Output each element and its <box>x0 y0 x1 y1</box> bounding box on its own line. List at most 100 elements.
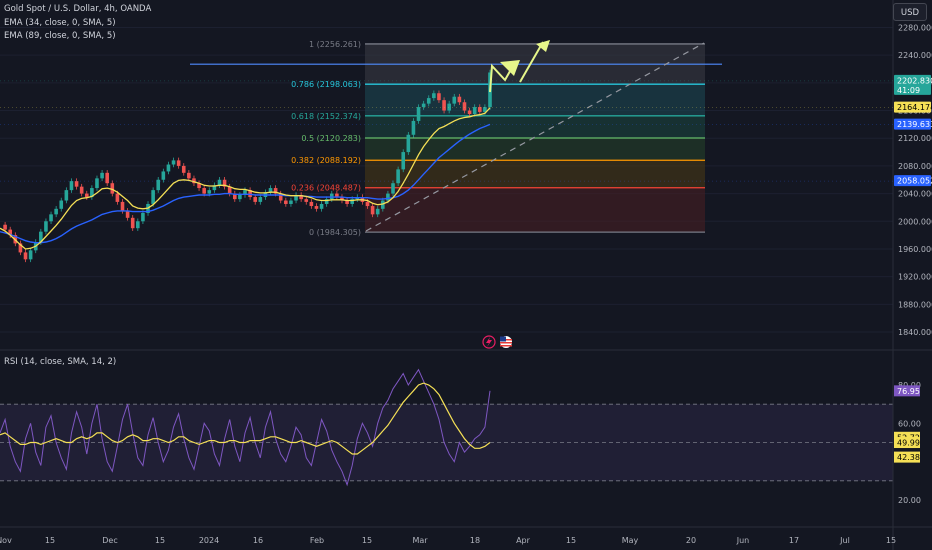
time-tick-label: 15 <box>362 536 372 545</box>
time-tick-label: Dec <box>102 536 117 545</box>
candle-body <box>64 190 69 201</box>
candle-body <box>340 197 344 201</box>
fib-zone <box>365 187 705 233</box>
candle-body <box>386 193 390 201</box>
candle-body <box>227 186 232 194</box>
time-tick-label: 15 <box>566 536 576 545</box>
candle-body <box>391 183 395 194</box>
candle-body <box>130 217 135 229</box>
candle-body <box>171 160 176 165</box>
price-tick-label: 2280.000 <box>898 24 932 33</box>
candle-body <box>401 152 406 170</box>
candle-body <box>304 199 309 202</box>
candle-body <box>28 250 33 260</box>
candle-body <box>411 120 416 135</box>
candle-body <box>100 172 104 179</box>
candle-body <box>416 107 421 121</box>
candle-body <box>166 164 171 172</box>
candle-body <box>477 107 482 112</box>
currency-button[interactable]: USD <box>893 3 927 21</box>
candle-body <box>217 179 222 186</box>
candle-body <box>156 179 161 191</box>
time-tick-label: May <box>622 536 639 545</box>
candle-body <box>136 221 140 229</box>
fib-level-label: 0.236 (2048.487) <box>291 184 361 193</box>
price-label-value: 2058.052 <box>897 177 932 186</box>
price-series <box>0 69 492 263</box>
candle-body <box>432 93 436 99</box>
time-tick-label: Mar <box>412 536 428 545</box>
candle-body <box>370 206 375 215</box>
fib-zone <box>365 160 705 188</box>
fib-level-label: 1 (2256.261) <box>309 40 361 49</box>
price-tick-label: 2040.000 <box>898 190 932 199</box>
time-tick-label: 2024 <box>199 536 219 545</box>
price-label-box <box>894 175 931 187</box>
candle-body <box>345 200 349 204</box>
candle-body <box>125 210 130 218</box>
candle-body <box>452 96 457 104</box>
time-tick-label: 16 <box>253 536 263 545</box>
time-tick-label: 15 <box>45 536 55 545</box>
candle-body <box>44 221 48 232</box>
time-tick-label: 15 <box>886 536 896 545</box>
rsi-label-box <box>894 385 920 397</box>
lightning-icon[interactable] <box>482 335 496 349</box>
candle-body <box>181 165 186 173</box>
candle-body <box>472 107 477 115</box>
fib-zone <box>365 138 705 161</box>
projection-arrow[interactable] <box>489 40 550 93</box>
ema34-legend[interactable]: EMA (34, close, 0, SMA, 5) <box>4 18 116 28</box>
projection-arrow-path <box>489 63 515 93</box>
us-flag-icon[interactable] <box>500 336 512 348</box>
ema89-legend[interactable]: EMA (89, close, 0, SMA, 5) <box>4 31 116 41</box>
fib-level-label: 0.5 (2120.283) <box>301 134 361 143</box>
candle-body <box>59 200 64 209</box>
candle-body <box>207 190 212 194</box>
price-label-countdown: 41:09 <box>897 86 920 95</box>
time-tick-label: 20 <box>686 536 696 545</box>
rsi-legend[interactable]: RSI (14, close, SMA, 14, 2) <box>4 357 117 367</box>
candle-body <box>406 134 411 153</box>
candle-body <box>483 107 487 112</box>
candle-body <box>74 181 79 187</box>
event-icons[interactable] <box>482 335 512 349</box>
candle-body <box>115 193 120 202</box>
rsi-label-value: 76.95 <box>897 387 920 396</box>
candle-body <box>18 243 23 253</box>
price-tick-label: 1880.000 <box>898 300 932 309</box>
rsi-sma-line[interactable] <box>0 382 491 455</box>
candle-body <box>3 224 7 230</box>
rsi-line[interactable] <box>0 368 491 487</box>
trend-line-dashed[interactable] <box>365 42 705 232</box>
time-tick-label: Jul <box>839 536 850 545</box>
candle-body <box>284 200 288 204</box>
candle-body <box>192 178 196 184</box>
candle-body <box>141 212 145 222</box>
candle-body <box>442 100 446 111</box>
rsi-label-value: 49.99 <box>897 439 920 448</box>
projection-arrow-path-2 <box>519 41 544 83</box>
candle-body <box>232 193 237 200</box>
ema34-line[interactable] <box>0 107 491 250</box>
price-label-box <box>894 101 931 113</box>
candle-body <box>212 185 217 191</box>
time-tick-label: 18 <box>470 536 480 545</box>
candle-body <box>69 181 74 191</box>
candle-body <box>79 186 84 194</box>
candle-body <box>294 194 298 201</box>
rsi-label-box <box>894 451 920 463</box>
rsi-label-box <box>894 437 920 449</box>
time-tick-label: 15 <box>155 536 165 545</box>
candle-body <box>176 160 181 166</box>
time-tick-label: 17 <box>789 536 799 545</box>
price-label-box <box>894 118 931 130</box>
ema89-line[interactable] <box>0 123 491 244</box>
time-axis[interactable]: Nov 15 Dec 15 2024 16 Feb 15 Mar 18 Apr 15 May 20 Jun 1… <box>0 536 896 545</box>
candle-body <box>39 231 43 243</box>
fib-zone <box>365 84 705 116</box>
candle-body <box>467 110 472 115</box>
candle-body <box>437 93 441 101</box>
symbol-legend[interactable]: Gold Spot / U.S. Dollar, 4h, OANDA <box>4 4 152 14</box>
